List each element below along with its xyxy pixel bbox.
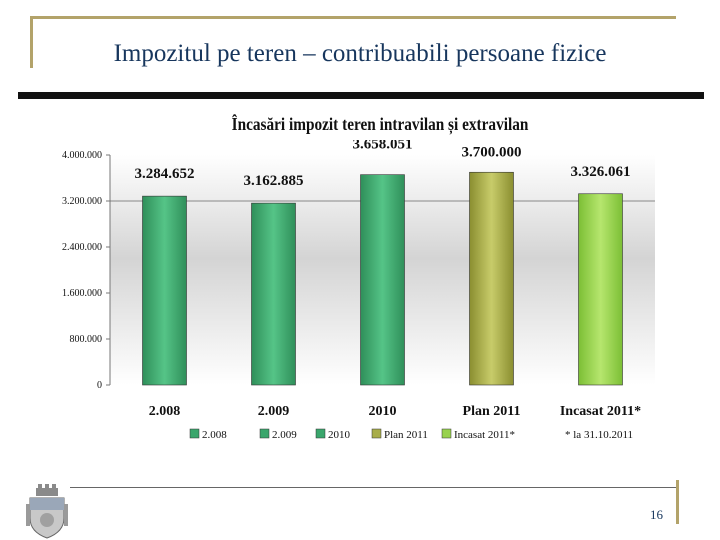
category-label: 2.008	[149, 404, 181, 419]
y-tick-label: 2.400.000	[62, 242, 102, 253]
category-label: 2.009	[258, 404, 290, 419]
bar-value-label: 3.162.885	[244, 173, 304, 189]
legend-swatch	[441, 428, 452, 439]
city-crest-icon	[26, 484, 68, 539]
category-label: 2010	[369, 404, 397, 419]
bar-3	[360, 174, 405, 386]
category-label: Plan 2011	[463, 404, 521, 419]
bottom-frame-tick	[676, 480, 679, 524]
page-number: 16	[650, 507, 663, 522]
bar-1	[142, 195, 187, 386]
footnote: * la 31.10.2011	[565, 429, 633, 441]
slide-title: Impozitul pe teren – contribuabili perso…	[113, 40, 607, 67]
bar-5	[578, 193, 623, 386]
bar-value-label: 3.284.652	[135, 166, 195, 182]
y-tick-label: 0	[97, 380, 102, 391]
legend-label: Incasat 2011*	[454, 429, 515, 441]
chart-title: Încasări impozit teren intravilan și ext…	[231, 114, 529, 134]
bar-4	[469, 171, 514, 386]
y-tick-label: 800.000	[70, 334, 103, 345]
legend-label: 2010	[328, 429, 351, 441]
frame-left-border	[30, 16, 33, 68]
category-label: Incasat 2011*	[560, 404, 641, 419]
legend-swatch	[315, 428, 326, 439]
y-tick-label: 3.200.000	[62, 196, 102, 207]
legend-label: Plan 2011	[384, 429, 428, 441]
bar-value-label: 3.700.000	[462, 144, 522, 160]
bar-2	[251, 202, 296, 386]
legend-swatch	[259, 428, 270, 439]
frame-top-border	[30, 16, 676, 19]
legend-swatch	[189, 428, 200, 439]
bottom-rule	[70, 487, 678, 488]
bar-chart: 0 800.000 1.600.000 2.400.000 3.200.000 4.000…	[62, 140, 655, 441]
y-tick-label: 4.000.000	[62, 150, 102, 161]
legend-swatch	[371, 428, 382, 439]
bar-value-label: 3.658.051	[353, 140, 413, 153]
legend-label: 2.008	[202, 429, 227, 441]
legend-label: 2.009	[272, 429, 297, 441]
title-rule	[18, 92, 704, 99]
bar-value-label: 3.326.061	[571, 164, 631, 180]
y-tick-label: 1.600.000	[62, 288, 102, 299]
